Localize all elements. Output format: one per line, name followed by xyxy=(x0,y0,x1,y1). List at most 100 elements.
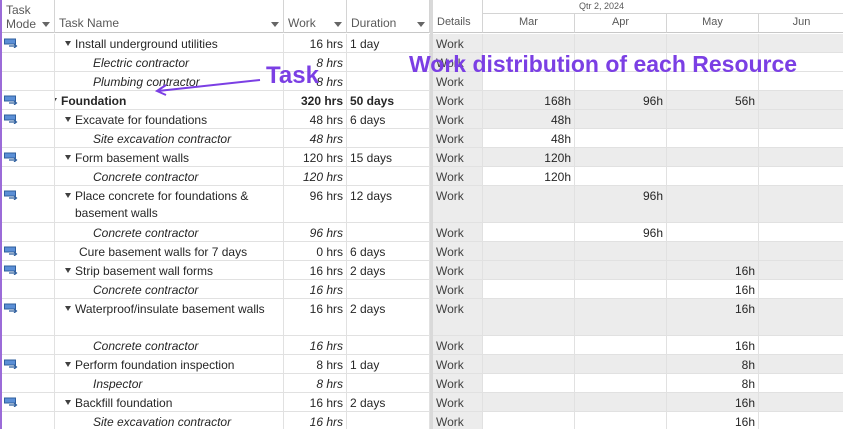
duration-cell[interactable]: 6 days xyxy=(347,242,430,260)
task-mode-cell[interactable] xyxy=(2,53,55,71)
timescale-cell-may[interactable] xyxy=(667,186,759,222)
detail-cell[interactable]: Work xyxy=(433,261,483,279)
task-name-cell[interactable]: Foundation xyxy=(55,91,284,109)
timescale-cell-mar[interactable] xyxy=(483,336,575,354)
work-cell[interactable]: 16 hrs xyxy=(284,393,347,411)
detail-cell[interactable]: Work xyxy=(433,110,483,128)
task-mode-cell[interactable] xyxy=(2,129,55,147)
timescale-cell-may[interactable] xyxy=(667,110,759,128)
duration-cell[interactable]: 1 day xyxy=(347,355,430,373)
detail-cell[interactable]: Work xyxy=(433,72,483,90)
task-mode-cell[interactable] xyxy=(2,280,55,298)
task-mode-cell[interactable] xyxy=(2,148,55,166)
duration-cell[interactable] xyxy=(347,412,430,429)
collapse-triangle-icon[interactable] xyxy=(65,362,71,367)
task-row[interactable]: Perform foundation inspection 8 hrs 1 day xyxy=(2,355,430,374)
timescale-cell-apr[interactable] xyxy=(575,299,667,335)
view-splitter[interactable] xyxy=(430,0,433,429)
timescale-cell-apr[interactable] xyxy=(575,261,667,279)
timescale-cell-mar[interactable] xyxy=(483,261,575,279)
timescale-cell-may[interactable] xyxy=(667,242,759,260)
timescale-cell-jun[interactable] xyxy=(759,167,843,185)
timescale-cell-jun[interactable] xyxy=(759,355,843,373)
duration-column-header[interactable]: Duration xyxy=(347,0,430,33)
work-cell[interactable]: 8 hrs xyxy=(284,355,347,373)
resource-assignment-row[interactable]: Site excavation contractor 16 hrs xyxy=(2,412,430,429)
task-mode-cell[interactable] xyxy=(2,393,55,411)
task-name-cell[interactable]: Site excavation contractor xyxy=(55,412,284,429)
timescale-cell-jun[interactable] xyxy=(759,91,843,109)
duration-cell[interactable] xyxy=(347,280,430,298)
timescale-cell-apr[interactable] xyxy=(575,129,667,147)
timescale-cell-may[interactable]: 16h xyxy=(667,261,759,279)
timescale-cell-mar[interactable]: 120h xyxy=(483,148,575,166)
chevron-down-icon[interactable] xyxy=(334,22,342,27)
timescale-cell-mar[interactable]: 48h xyxy=(483,110,575,128)
collapse-triangle-icon[interactable] xyxy=(65,155,71,160)
work-cell[interactable]: 16 hrs xyxy=(284,34,347,52)
task-name-cell[interactable]: Install underground utilities xyxy=(55,34,284,52)
detail-cell[interactable]: Work xyxy=(433,167,483,185)
detail-cell[interactable]: Work xyxy=(433,91,483,109)
collapse-triangle-icon[interactable] xyxy=(55,98,57,103)
task-row[interactable]: Form basement walls 120 hrs 15 days xyxy=(2,148,430,167)
timescale-cell-apr[interactable] xyxy=(575,355,667,373)
task-name-cell[interactable]: Perform foundation inspection xyxy=(55,355,284,373)
timescale-cell-may[interactable]: 16h xyxy=(667,336,759,354)
work-cell[interactable]: 48 hrs xyxy=(284,110,347,128)
timescale-cell-may[interactable]: 8h xyxy=(667,374,759,392)
detail-cell[interactable]: Work xyxy=(433,355,483,373)
task-mode-cell[interactable] xyxy=(2,242,55,260)
timescale-cell-may[interactable] xyxy=(667,167,759,185)
task-mode-cell[interactable] xyxy=(2,110,55,128)
timescale-cell-mar[interactable] xyxy=(483,223,575,241)
timescale-cell-may[interactable] xyxy=(667,34,759,52)
chevron-down-icon[interactable] xyxy=(417,22,425,27)
work-cell[interactable]: 16 hrs xyxy=(284,280,347,298)
timescale-cell-apr[interactable] xyxy=(575,336,667,354)
collapse-triangle-icon[interactable] xyxy=(65,268,71,273)
timescale-cell-apr[interactable] xyxy=(575,393,667,411)
task-mode-cell[interactable] xyxy=(2,72,55,90)
detail-cell[interactable]: Work xyxy=(433,374,483,392)
timescale-cell-jun[interactable] xyxy=(759,299,843,335)
detail-cell[interactable]: Work xyxy=(433,148,483,166)
detail-cell[interactable]: Work xyxy=(433,186,483,222)
detail-cell[interactable]: Work xyxy=(433,129,483,147)
duration-cell[interactable]: 2 days xyxy=(347,299,430,335)
timescale-cell-mar[interactable] xyxy=(483,53,575,71)
timescale-cell-jun[interactable] xyxy=(759,412,843,429)
timescale-cell-jun[interactable] xyxy=(759,393,843,411)
timescale-cell-jun[interactable] xyxy=(759,336,843,354)
work-cell[interactable]: 120 hrs xyxy=(284,148,347,166)
task-mode-cell[interactable] xyxy=(2,336,55,354)
timescale-cell-mar[interactable]: 120h xyxy=(483,167,575,185)
task-row[interactable]: Backfill foundation 16 hrs 2 days xyxy=(2,393,430,412)
task-name-column-header[interactable]: Task Name xyxy=(55,0,284,33)
task-name-cell[interactable]: Concrete contractor xyxy=(55,167,284,185)
work-cell[interactable]: 48 hrs xyxy=(284,129,347,147)
resource-assignment-row[interactable]: Concrete contractor 16 hrs xyxy=(2,280,430,299)
timescale-cell-may[interactable] xyxy=(667,72,759,90)
timescale-cell-mar[interactable] xyxy=(483,186,575,222)
timescale-cell-may[interactable] xyxy=(667,148,759,166)
task-mode-cell[interactable] xyxy=(2,223,55,241)
timescale-cell-mar[interactable] xyxy=(483,393,575,411)
collapse-triangle-icon[interactable] xyxy=(65,306,71,311)
task-row[interactable]: Cure basement walls for 7 days 0 hrs 6 day… xyxy=(2,242,430,261)
timescale-cell-mar[interactable] xyxy=(483,355,575,373)
task-name-cell[interactable]: Strip basement wall forms xyxy=(55,261,284,279)
timescale-cell-jun[interactable] xyxy=(759,148,843,166)
task-row[interactable]: Place concrete for foundations & basemen… xyxy=(2,186,430,223)
timescale-cell-apr[interactable] xyxy=(575,34,667,52)
duration-cell[interactable] xyxy=(347,336,430,354)
task-name-cell[interactable]: Concrete contractor xyxy=(55,336,284,354)
task-mode-cell[interactable] xyxy=(2,261,55,279)
detail-cell[interactable]: Work xyxy=(433,280,483,298)
timescale-cell-jun[interactable] xyxy=(759,374,843,392)
collapse-triangle-icon[interactable] xyxy=(65,400,71,405)
timescale-cell-may[interactable]: 16h xyxy=(667,393,759,411)
timescale-cell-apr[interactable] xyxy=(575,72,667,90)
duration-cell[interactable] xyxy=(347,72,430,90)
timescale-cell-jun[interactable] xyxy=(759,34,843,52)
